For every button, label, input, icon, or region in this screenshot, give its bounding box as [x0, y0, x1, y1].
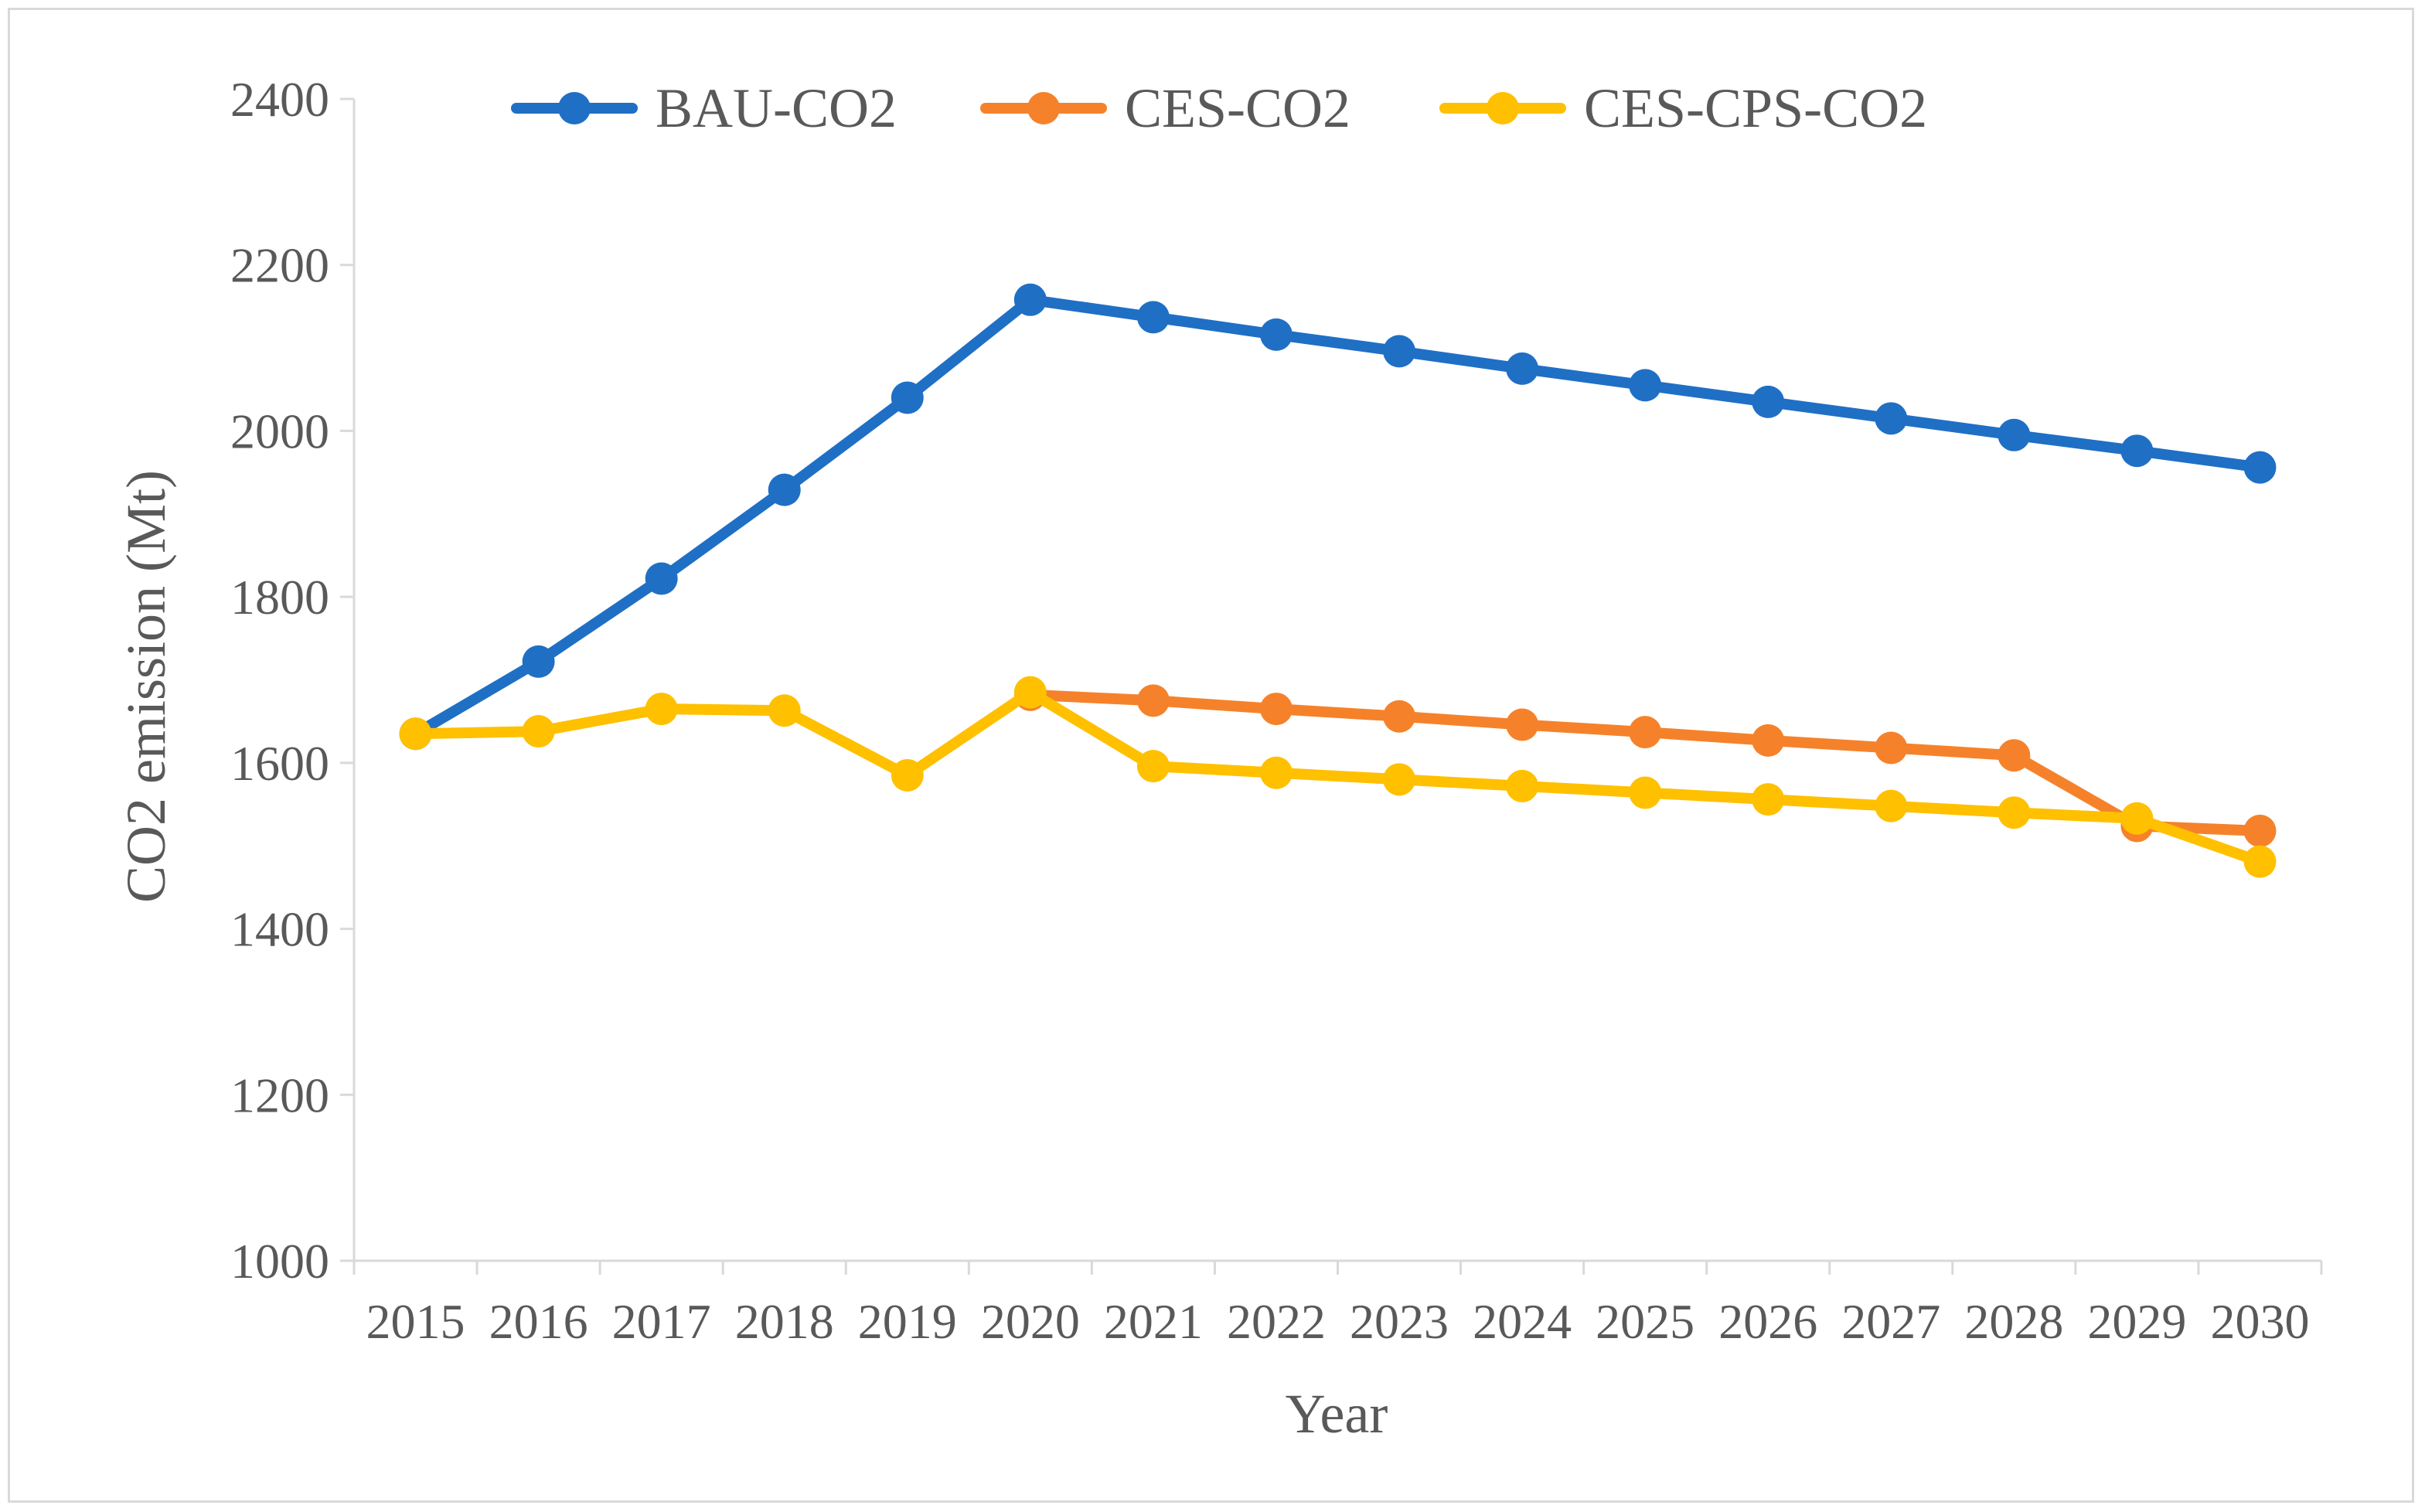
data-point: [1136, 301, 1170, 334]
data-point: [768, 473, 801, 506]
x-axis-title: Year: [1286, 1383, 1388, 1445]
data-point: [2243, 451, 2277, 484]
x-tick-label: 2026: [1718, 1294, 1817, 1349]
y-tick-label: 1400: [230, 902, 329, 957]
y-tick-label: 2000: [230, 404, 329, 458]
data-point: [1998, 418, 2031, 451]
x-tick-label: 2024: [1473, 1294, 1572, 1349]
legend-entry: CES-CO2: [980, 77, 1350, 139]
series-ces-co2: [1013, 678, 2277, 847]
x-tick-label: 2028: [1964, 1294, 2063, 1349]
data-point: [1506, 708, 1539, 741]
legend-layer: BAU-CO2 CES-CO2 CES-CPS-CO2: [511, 77, 1927, 139]
data-point: [522, 715, 555, 748]
y-tick-label: 1800: [230, 570, 329, 625]
data-point: [1752, 724, 1785, 757]
y-tick-label: 2200: [230, 238, 329, 293]
data-point: [1875, 731, 1908, 765]
legend-label: CES-CO2: [1125, 77, 1350, 139]
x-tick-label: 2023: [1350, 1294, 1449, 1349]
data-point: [2120, 802, 2154, 835]
legend-label: CES-CPS-CO2: [1584, 77, 1927, 139]
data-point: [522, 645, 555, 678]
x-tick-label: 2029: [2087, 1294, 2186, 1349]
y-tick-label: 1000: [230, 1234, 329, 1289]
data-point: [1383, 700, 1416, 733]
data-point: [1629, 716, 1662, 749]
legend-marker: [558, 92, 591, 124]
data-point: [1259, 693, 1293, 726]
series-line: [410, 294, 2266, 740]
series-ces-cps-co2: [399, 676, 2277, 878]
data-point: [1013, 283, 1047, 316]
legend-entry: CES-CPS-CO2: [1439, 77, 1927, 139]
chart-frame: 1000 1200 1400 1600 1800 2000 2200 2400 2015 2016…: [8, 8, 2414, 1503]
data-point: [1013, 676, 1047, 709]
data-point: [1629, 369, 1662, 402]
y-axis-title: CO2 emission (Mt): [115, 470, 177, 903]
data-point: [2243, 845, 2277, 878]
x-tick-label: 2015: [366, 1294, 465, 1349]
legend-marker: [1027, 92, 1060, 124]
series-line: [410, 686, 2266, 867]
axes-layer: 1000 1200 1400 1600 1800 2000 2200 2400 2015 2016…: [230, 72, 2323, 1349]
data-point: [1506, 769, 1539, 802]
data-point: [891, 381, 924, 414]
x-tick-label: 2017: [612, 1294, 711, 1349]
y-tick-label: 1600: [230, 736, 329, 791]
data-point: [645, 562, 678, 595]
x-tick-label: 2019: [858, 1294, 957, 1349]
y-tick-label: 1200: [230, 1068, 329, 1122]
data-point: [1629, 776, 1662, 809]
data-point: [1259, 318, 1293, 351]
x-tick-label: 2022: [1227, 1294, 1326, 1349]
legend-entry: BAU-CO2: [511, 77, 897, 139]
legend-marker: [1487, 92, 1519, 124]
legend-label: BAU-CO2: [656, 77, 897, 139]
data-point: [1752, 385, 1785, 418]
x-tick-label: 2021: [1104, 1294, 1203, 1349]
data-point: [1136, 750, 1170, 783]
data-point: [1506, 352, 1539, 385]
x-tick-label: 2030: [2210, 1294, 2309, 1349]
data-point: [1136, 684, 1170, 717]
chart-svg: 1000 1200 1400 1600 1800 2000 2200 2400 2015 2016…: [115, 72, 2323, 1445]
data-point: [1383, 763, 1416, 796]
data-point: [1259, 756, 1293, 789]
data-point: [1383, 335, 1416, 368]
data-point: [2243, 814, 2277, 847]
data-point: [1875, 789, 1908, 822]
data-point: [1875, 402, 1908, 435]
series-layer: [399, 283, 2277, 878]
x-tick-label: 2020: [981, 1294, 1080, 1349]
series-bau-co2: [399, 283, 2277, 751]
x-tick-label: 2016: [489, 1294, 588, 1349]
data-point: [1998, 739, 2031, 772]
data-point: [645, 693, 678, 726]
x-tick-label: 2025: [1596, 1294, 1694, 1349]
data-point: [1998, 796, 2031, 829]
data-point: [891, 758, 924, 792]
y-tick-label: 2400: [230, 72, 329, 127]
x-tick-label: 2027: [1841, 1294, 1940, 1349]
data-point: [768, 694, 801, 727]
data-point: [399, 717, 432, 751]
data-point: [2120, 434, 2154, 468]
data-point: [1752, 783, 1785, 816]
x-tick-label: 2018: [735, 1294, 834, 1349]
